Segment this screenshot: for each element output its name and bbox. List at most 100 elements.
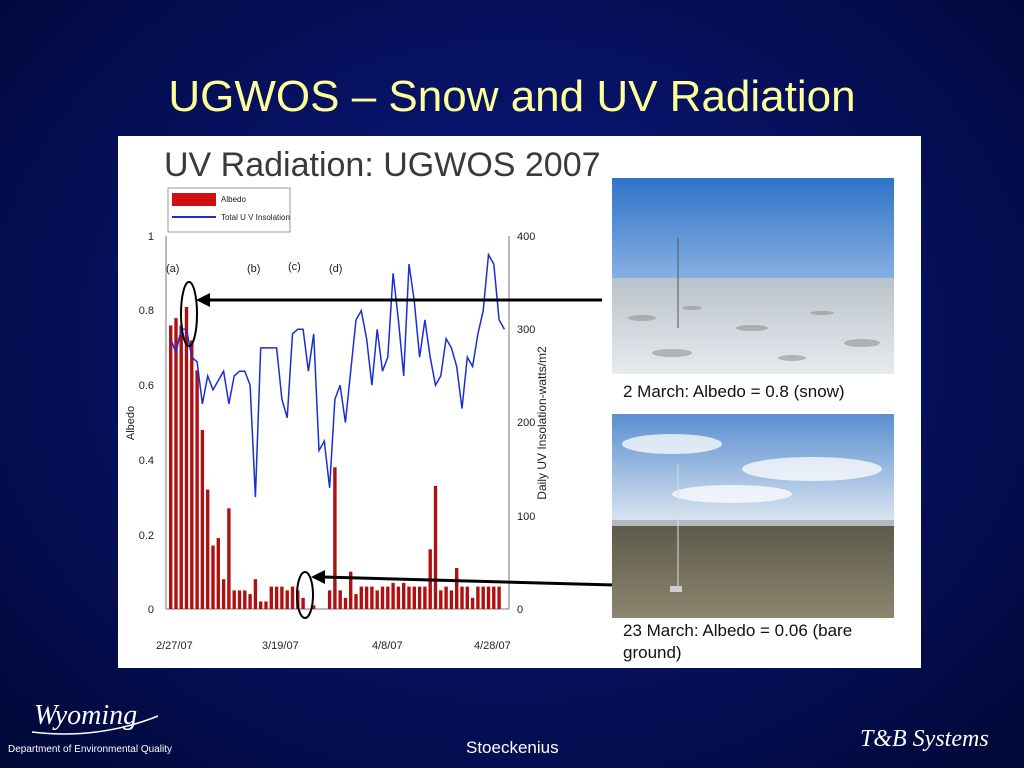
y2tick-label: 200 xyxy=(517,417,535,429)
arrow-bare-head xyxy=(311,570,325,584)
albedo-bar xyxy=(174,318,178,609)
photo-bare-caption: 23 March: Albedo = 0.06 (bare ground) xyxy=(623,621,853,662)
albedo-bar xyxy=(349,571,353,609)
albedo-bar xyxy=(216,538,220,609)
y2tick-label: 400 xyxy=(517,231,535,243)
uv-line-layer xyxy=(169,252,506,498)
y2tick-label: 0 xyxy=(517,604,523,616)
annotation-b: (b) xyxy=(247,263,260,275)
albedo-bar xyxy=(274,586,279,609)
ytick-label: 0.2 xyxy=(139,530,154,542)
bare-ground-scene-image xyxy=(612,414,894,618)
albedo-bar xyxy=(386,586,390,609)
albedo-bar xyxy=(439,590,443,609)
tb-systems-script-text: T&B Systems xyxy=(860,726,989,752)
annotation-d: (d) xyxy=(329,263,342,275)
albedo-bar xyxy=(486,586,491,609)
y-axis-label: Albedo xyxy=(125,406,137,440)
albedo-bar xyxy=(169,325,173,609)
uv-chart: UV Radiation: UGWOS 2007 Albedo Total U … xyxy=(125,146,615,652)
albedo-bar xyxy=(280,586,284,609)
albedo-bar xyxy=(184,306,189,609)
albedo-bar xyxy=(460,586,464,609)
albedo-bar xyxy=(412,586,416,609)
arrow-snow-head xyxy=(196,293,210,307)
albedo-bar xyxy=(221,579,226,609)
albedo-bar xyxy=(312,605,316,609)
ytick-label: 0.8 xyxy=(139,305,154,317)
photo-snow xyxy=(612,178,894,374)
albedo-bar xyxy=(396,586,401,609)
wyoming-deq-logo: Wyoming Department of Environmental Qual… xyxy=(8,688,208,758)
albedo-bar xyxy=(370,586,374,609)
albedo-bar xyxy=(375,590,379,609)
tb-systems-logo: T&B Systems xyxy=(856,716,1016,760)
albedo-bar xyxy=(417,586,422,609)
albedo-bar xyxy=(481,586,485,609)
xtick-label: 4/28/07 xyxy=(474,640,511,652)
slide-title: UGWOS – Snow and UV Radiation xyxy=(168,72,856,121)
albedo-bar xyxy=(195,370,199,609)
albedo-bars xyxy=(169,306,501,609)
albedo-bar xyxy=(269,586,273,609)
albedo-bar xyxy=(492,586,496,609)
ytick-label: 0.6 xyxy=(139,380,154,392)
uv-insolation-line xyxy=(169,252,506,498)
albedo-bar xyxy=(470,597,475,609)
albedo-bar xyxy=(433,485,438,609)
xtick-label: 4/8/07 xyxy=(372,640,403,652)
wyoming-script-text: Wyoming xyxy=(34,700,137,731)
snow-scene-image xyxy=(612,178,894,374)
y2tick-label: 100 xyxy=(517,511,535,523)
albedo-bar xyxy=(259,601,263,609)
photo-bare-ground xyxy=(612,414,894,618)
albedo-bar xyxy=(179,325,183,609)
albedo-bar xyxy=(423,586,427,609)
albedo-bar xyxy=(380,586,385,609)
albedo-bar xyxy=(476,586,480,609)
figure-panel: UV Radiation: UGWOS 2007 Albedo Total U … xyxy=(118,136,921,668)
dept-name: Department of Environmental Quality xyxy=(8,744,172,755)
albedo-bar xyxy=(290,586,295,609)
footer-author: Stoeckenius xyxy=(466,738,559,757)
albedo-bar xyxy=(243,590,247,609)
wyoming-script-mark: Wyoming xyxy=(31,700,159,735)
albedo-bar xyxy=(301,597,305,609)
albedo-bar xyxy=(364,586,369,609)
albedo-bar xyxy=(264,601,268,609)
albedo-bar xyxy=(285,590,289,609)
albedo-bar xyxy=(354,594,358,609)
albedo-bar xyxy=(227,508,231,609)
xtick-label: 2/27/07 xyxy=(156,640,193,652)
albedo-bar xyxy=(497,586,501,609)
ytick-label: 0.4 xyxy=(139,455,154,467)
albedo-bar xyxy=(444,586,448,609)
albedo-bar xyxy=(402,582,406,609)
arrow-bare xyxy=(322,575,615,587)
albedo-bar xyxy=(211,545,215,609)
chart-title: UV Radiation: UGWOS 2007 xyxy=(164,146,601,184)
albedo-bar xyxy=(253,579,258,609)
albedo-bar xyxy=(237,590,242,609)
ytick-label: 1 xyxy=(148,231,154,243)
y2tick-label: 300 xyxy=(517,324,535,336)
legend-uv-label: Total U V Insolation xyxy=(221,213,290,222)
albedo-bar xyxy=(343,597,348,609)
albedo-bar xyxy=(407,586,411,609)
legend-albedo-label: Albedo xyxy=(221,195,246,204)
albedo-bar xyxy=(232,590,236,609)
albedo-bar xyxy=(327,590,332,609)
albedo-bar xyxy=(333,467,337,609)
albedo-bar xyxy=(465,586,469,609)
albedo-bar xyxy=(338,590,342,609)
albedo-bar xyxy=(449,590,454,609)
legend-albedo-swatch xyxy=(172,193,216,206)
albedo-bar xyxy=(200,430,205,609)
annotation-a: (a) xyxy=(166,263,179,275)
annotation-c: (c) xyxy=(288,261,301,273)
ytick-label: 0 xyxy=(148,604,154,616)
albedo-bar xyxy=(190,340,194,609)
albedo-bar xyxy=(391,582,395,609)
highlight-ellipse-snow xyxy=(180,281,198,347)
highlight-ellipse-bare xyxy=(296,571,314,619)
